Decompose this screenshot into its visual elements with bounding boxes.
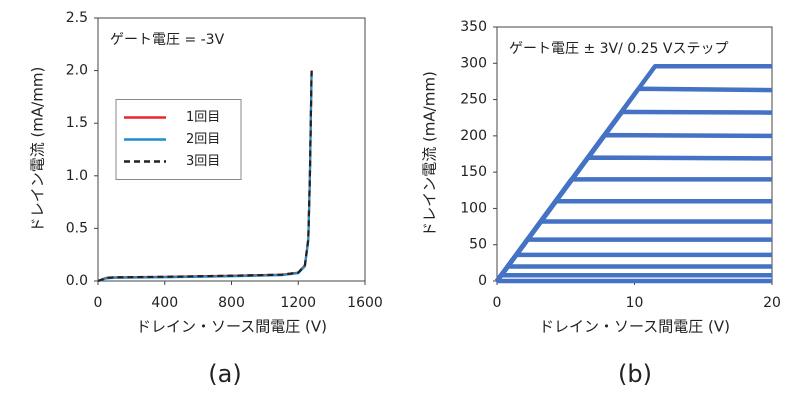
data-line <box>495 219 772 283</box>
y-tick-label: 250 <box>460 92 487 108</box>
y-tick-label: 150 <box>460 164 487 180</box>
x-tick-label: 0 <box>493 295 502 311</box>
data-line <box>495 63 772 283</box>
x-tick-label: 20 <box>763 295 781 311</box>
data-line <box>97 70 313 283</box>
x-tick-label: 1200 <box>280 295 316 311</box>
caption: (b) <box>618 360 652 388</box>
y-tick-label: 0.5 <box>66 220 88 236</box>
annotation: ゲート電圧 ± 3V/ 0.25 Vステップ <box>509 41 728 57</box>
legend-label: 2回目 <box>186 132 220 147</box>
legend-label: 3回目 <box>186 154 220 169</box>
y-tick-label: 200 <box>460 128 487 144</box>
x-tick-label: 10 <box>626 295 644 311</box>
x-axis-label: ドレイン・ソース間電圧 (V) <box>136 318 327 336</box>
data-line <box>495 86 773 283</box>
x-tick-label: 800 <box>218 295 245 311</box>
caption: (a) <box>208 360 241 388</box>
y-tick-label: 2.0 <box>66 63 88 79</box>
x-axis-label: ドレイン・ソース間電圧 (V) <box>539 318 730 336</box>
y-tick-label: 350 <box>460 19 487 35</box>
y-tick-label: 2.5 <box>66 10 88 26</box>
y-axis-label: ドレイン電流 (mA/mm) <box>421 71 439 237</box>
y-tick-label: 1.0 <box>66 168 88 184</box>
annotation: ゲート電圧 = -3V <box>110 32 225 48</box>
x-tick-label: 400 <box>151 295 178 311</box>
y-tick-label: 0.0 <box>66 273 88 289</box>
y-tick-label: 300 <box>460 55 487 71</box>
y-axis-label: ドレイン電流 (mA/mm) <box>29 67 47 233</box>
y-tick-label: 50 <box>469 237 487 253</box>
y-tick-label: 100 <box>460 200 487 216</box>
x-tick-label: 0 <box>94 295 103 311</box>
y-tick-label: 0 <box>478 273 487 289</box>
x-tick-label: 1600 <box>347 295 383 311</box>
y-tick-label: 1.5 <box>66 115 88 131</box>
legend-label: 1回目 <box>186 110 220 125</box>
